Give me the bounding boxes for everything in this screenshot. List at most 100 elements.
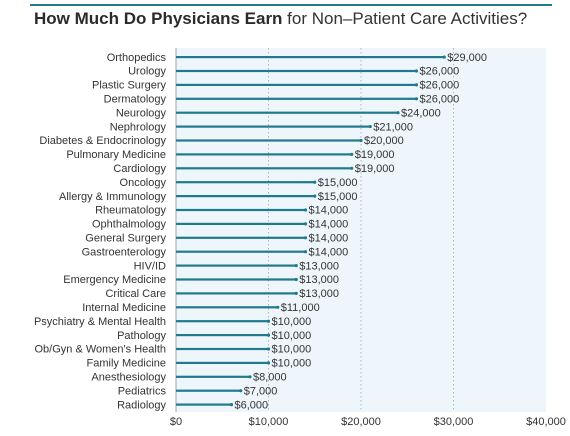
category-label: Pulmonary Medicine	[66, 149, 166, 161]
bar	[176, 292, 297, 295]
bar	[176, 389, 241, 392]
bar	[176, 69, 417, 73]
category-label: Pediatrics	[118, 385, 167, 397]
category-label: Ob/Gyn & Women's Health	[34, 344, 166, 356]
bar-end-marker	[350, 152, 354, 156]
value-label: $7,000	[244, 385, 278, 397]
value-label: $14,000	[309, 219, 349, 231]
bar	[176, 306, 278, 309]
category-label: Internal Medicine	[82, 302, 166, 314]
bar	[176, 250, 306, 253]
bar	[176, 236, 306, 239]
bar-end-marker	[442, 55, 446, 59]
value-label: $21,000	[373, 121, 413, 133]
bar	[176, 278, 297, 281]
category-label: Orthopedics	[107, 52, 167, 64]
category-label: Radiology	[117, 399, 166, 411]
bar-end-marker	[396, 111, 400, 115]
category-label: Nephrology	[110, 121, 167, 133]
bar-end-marker	[229, 403, 234, 407]
bar	[176, 334, 269, 337]
bar	[176, 83, 417, 86]
value-label: $14,000	[309, 246, 349, 258]
value-label: $13,000	[299, 288, 339, 300]
bar	[176, 264, 297, 267]
bar	[176, 195, 315, 198]
x-tick-label: $40,000	[526, 416, 566, 428]
value-label: $10,000	[272, 344, 312, 356]
value-label: $29,000	[447, 52, 487, 64]
value-label: $10,000	[272, 358, 312, 370]
value-label: $26,000	[420, 94, 460, 106]
category-label: Pathology	[117, 330, 166, 342]
bar-end-marker	[266, 319, 271, 323]
bar	[176, 111, 398, 114]
bar-end-marker	[313, 180, 317, 184]
bar-end-marker	[303, 236, 308, 240]
category-label: HIV/ID	[134, 260, 166, 272]
bar	[176, 320, 269, 323]
category-label: Oncology	[120, 177, 167, 189]
bar-end-marker	[359, 138, 363, 143]
value-label: $6,000	[235, 399, 269, 411]
chart-title: How Much Do Physicians Earn for Non–Pati…	[34, 9, 554, 29]
bar-end-marker	[266, 361, 271, 365]
bar-end-marker	[248, 375, 252, 379]
bar-end-marker	[303, 222, 308, 226]
category-label: Diabetes & Endocrinology	[39, 135, 166, 147]
bar	[176, 153, 352, 156]
value-label: $10,000	[272, 316, 312, 328]
bar-end-marker	[294, 264, 298, 268]
value-label: $15,000	[318, 191, 358, 203]
category-label: Dermatology	[104, 94, 167, 106]
value-label: $13,000	[299, 260, 339, 272]
category-label: Family Medicine	[87, 358, 166, 370]
bar	[176, 167, 352, 170]
category-label: Psychiatry & Mental Health	[34, 316, 166, 328]
bar-end-marker	[239, 389, 243, 393]
value-label: $8,000	[253, 372, 287, 384]
bar-end-marker	[303, 250, 308, 254]
value-label: $24,000	[401, 107, 441, 119]
category-label: Rheumatology	[95, 205, 166, 217]
value-label: $10,000	[272, 330, 312, 342]
bar-end-marker	[313, 194, 317, 198]
category-label: General Surgery	[85, 233, 166, 245]
value-label: $11,000	[281, 302, 320, 314]
bar	[176, 208, 306, 212]
bar-end-marker	[414, 83, 419, 87]
title-rule	[30, 4, 552, 6]
value-label: $19,000	[355, 149, 395, 161]
category-label: Anesthesiology	[91, 372, 166, 384]
category-label: Urology	[128, 66, 166, 78]
category-label: Gastroenterology	[82, 246, 167, 258]
bar	[176, 403, 232, 406]
bar	[176, 222, 306, 225]
bar-end-marker	[294, 291, 298, 295]
category-label: Neurology	[116, 107, 167, 119]
bar-end-marker	[266, 333, 271, 337]
x-tick-label: $10,000	[249, 416, 289, 428]
x-tick-label: $30,000	[434, 416, 474, 428]
bar	[176, 347, 269, 351]
bar-end-marker	[414, 97, 419, 101]
bar-end-marker	[266, 347, 271, 351]
bar-end-marker	[303, 208, 308, 212]
bar	[176, 361, 269, 364]
bar	[176, 56, 445, 59]
chart-title-rest: for Non–Patient Care Activities?	[282, 9, 528, 28]
x-tick-label: $20,000	[341, 416, 381, 428]
bar-end-marker	[414, 69, 419, 73]
value-label: $19,000	[355, 163, 395, 175]
category-label: Allergy & Immunology	[59, 191, 166, 203]
category-label: Critical Care	[105, 288, 166, 300]
value-label: $14,000	[309, 233, 349, 245]
value-label: $15,000	[318, 177, 358, 189]
category-label: Emergency Medicine	[63, 274, 166, 286]
chart-title-bold: How Much Do Physicians Earn	[34, 9, 283, 28]
category-label: Ophthalmology	[92, 219, 166, 231]
bar-end-marker	[294, 277, 298, 282]
bar	[176, 181, 315, 184]
category-label: Plastic Surgery	[92, 80, 166, 92]
